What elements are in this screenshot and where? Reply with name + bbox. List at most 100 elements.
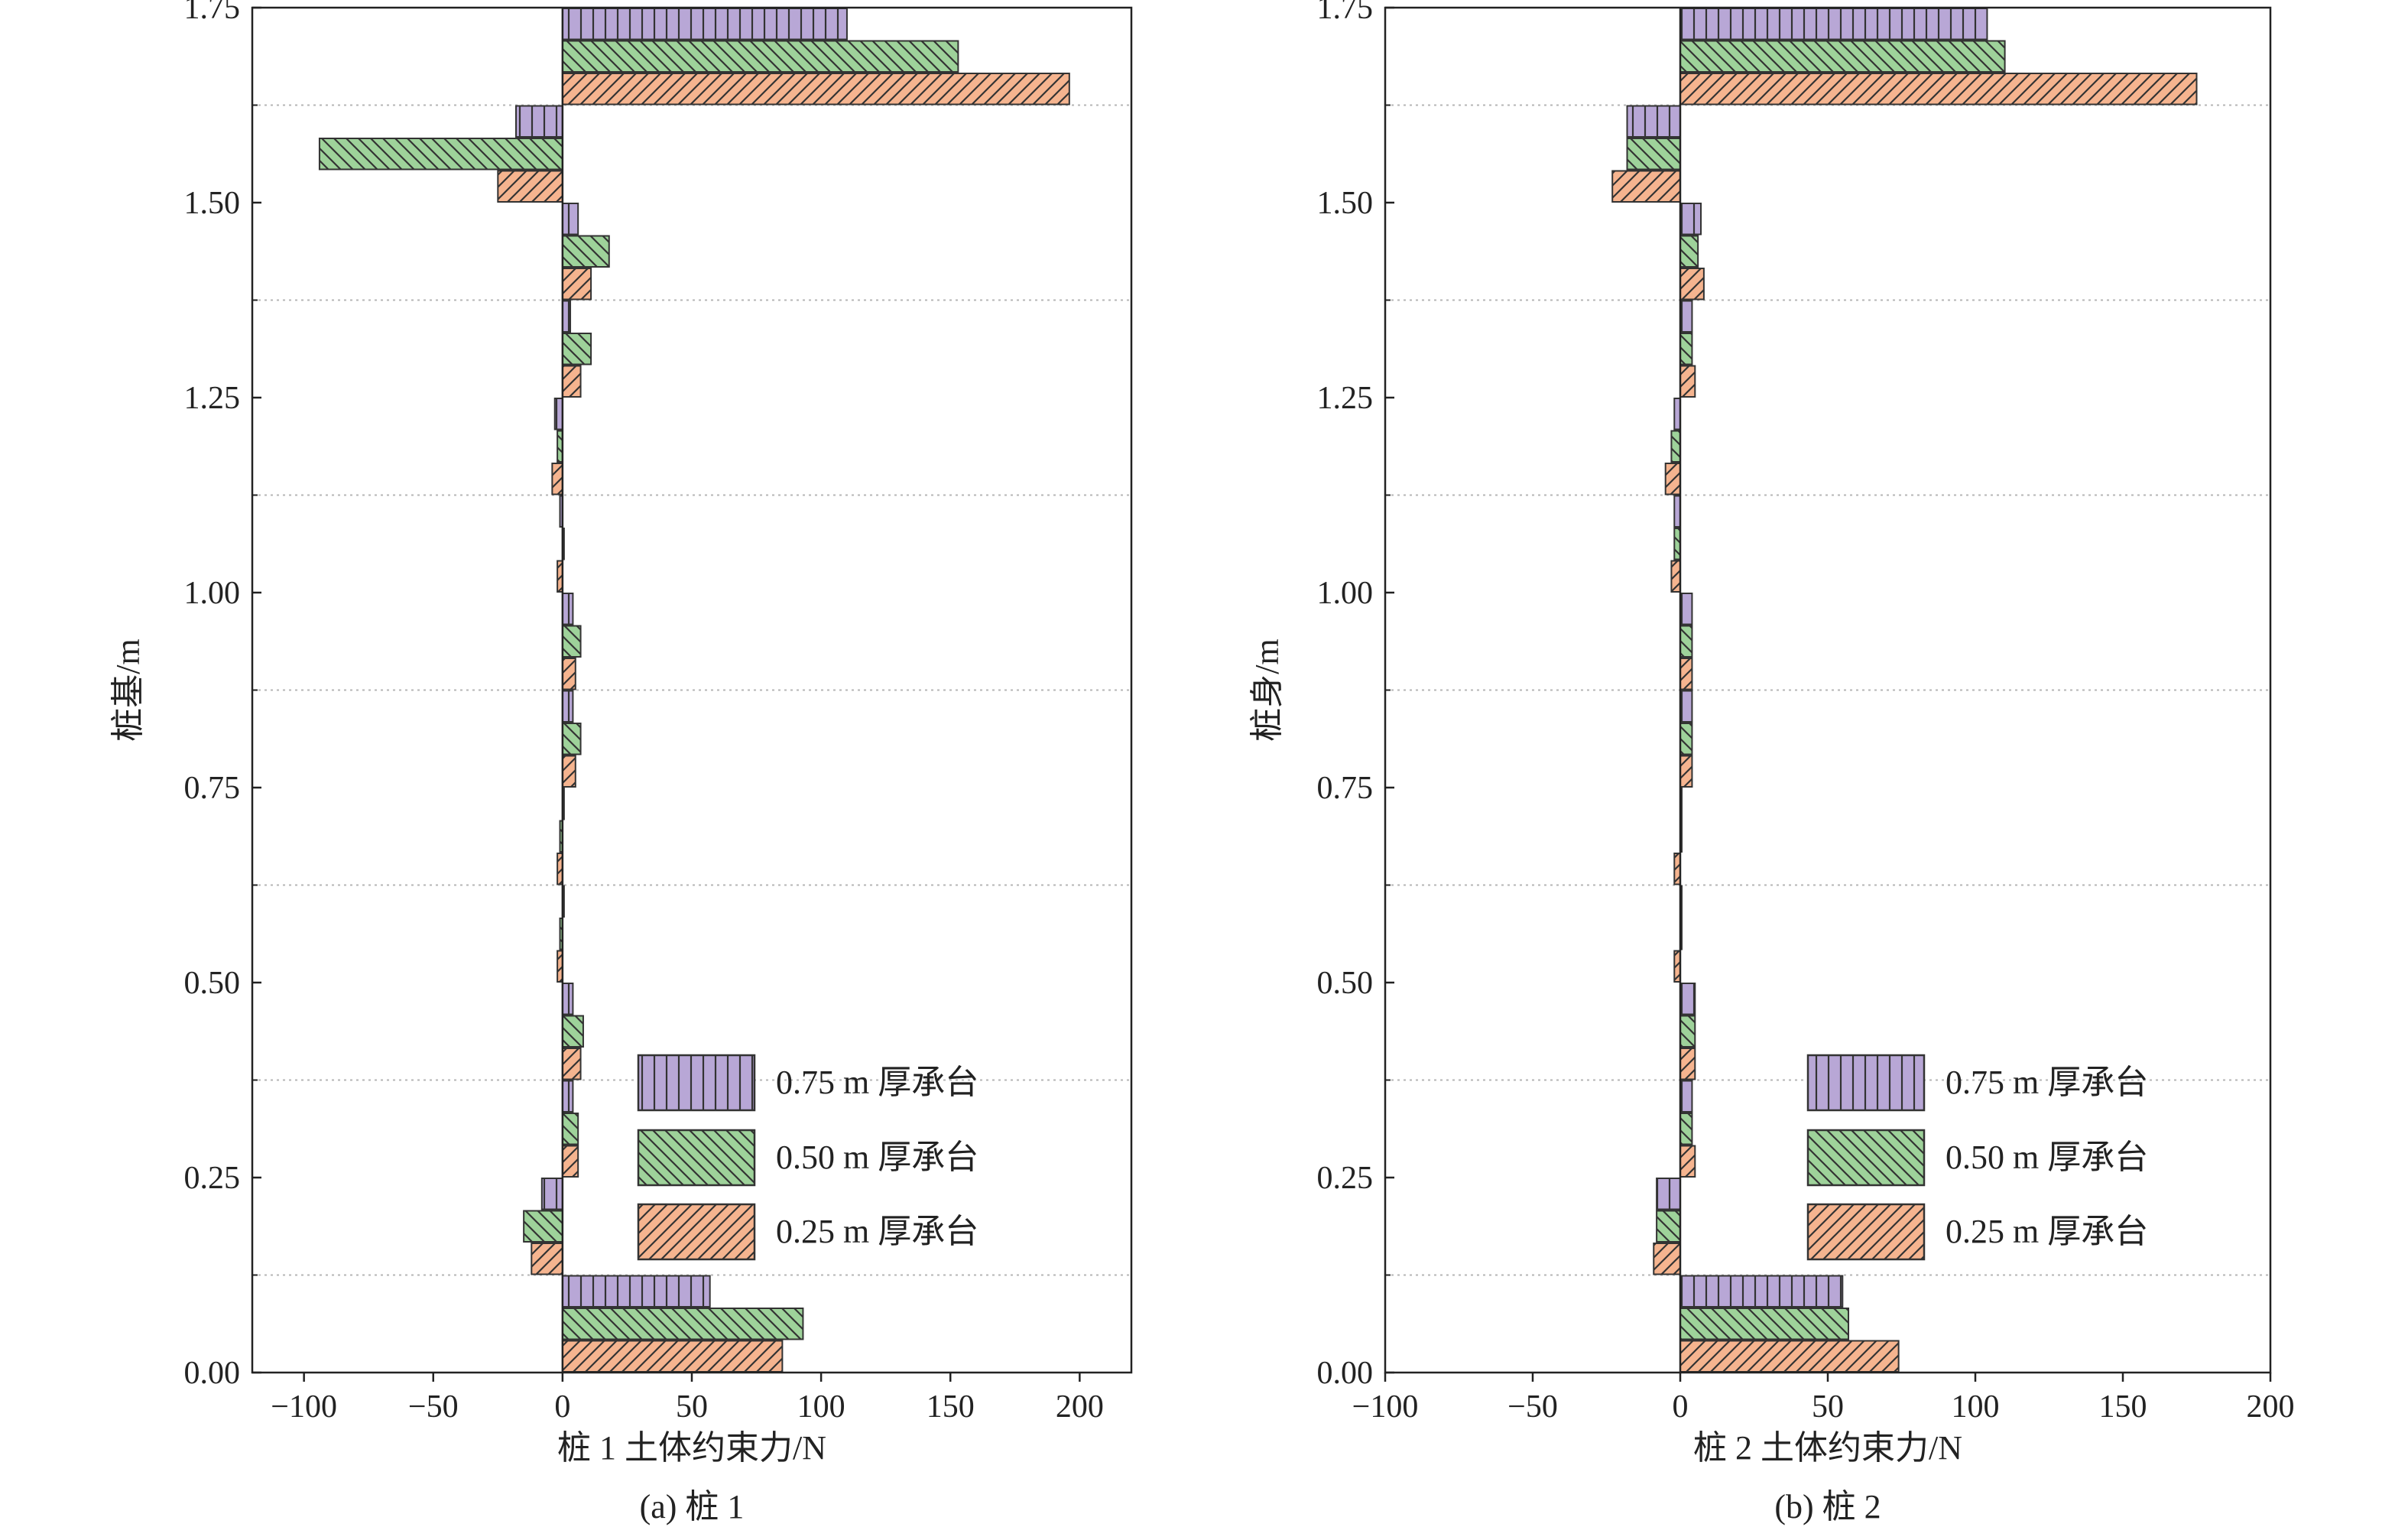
panel-caption: (a) 桩 1	[640, 1488, 745, 1525]
x-tick-label: −100	[1352, 1389, 1419, 1425]
bar-a-0-7	[561, 593, 574, 625]
bar-a-0-3	[561, 983, 574, 1015]
legend-label: 0.50 m 厚承台	[1946, 1139, 2148, 1176]
bar-a-2-2	[561, 1145, 579, 1178]
y-tick-label: 1.75	[184, 0, 241, 26]
bar-a-2-3	[561, 1048, 582, 1080]
bar-b-1-6	[1679, 723, 1693, 755]
bar-a-1-3	[561, 1015, 584, 1048]
bar-b-2-9	[1664, 463, 1681, 495]
bar-a-1-13	[561, 40, 959, 73]
panel-a: 0.00 0.25 0.50 0.75 1.00 1.25 1.50 1.75 −100 −50 0…	[109, 0, 1133, 1525]
legend-label: 0.25 m 厚承台	[1946, 1213, 2148, 1250]
bar-b-2-6	[1679, 755, 1693, 788]
bar-a-1-11	[561, 235, 610, 268]
legend-swatch	[637, 1129, 756, 1187]
legend-swatch	[1806, 1203, 1926, 1261]
bar-b-0-11	[1679, 203, 1702, 236]
legend-swatch	[1806, 1054, 1926, 1112]
legend-label: 0.50 m 厚承台	[776, 1139, 978, 1176]
x-axis-title: 桩 1 土体约束力/N	[557, 1429, 826, 1467]
bar-b-1-1	[1656, 1210, 1682, 1243]
bar-b-2-3	[1679, 1048, 1696, 1080]
x-tick-label: 100	[1952, 1389, 2000, 1425]
x-tick-label: 150	[927, 1389, 975, 1425]
bar-b-1-2	[1679, 1113, 1693, 1145]
bar-b-0-0	[1679, 1275, 1844, 1308]
x-axis-title: 桩 2 土体约束力/N	[1693, 1429, 1962, 1467]
x-tick-label: −100	[271, 1389, 337, 1425]
bar-b-2-12	[1611, 170, 1681, 203]
x-tick-label: 0	[1673, 1389, 1689, 1425]
bar-b-0-3	[1679, 983, 1696, 1015]
y-tick-label: 0.25	[184, 1161, 241, 1196]
y-tick-label: 0.75	[1317, 771, 1374, 806]
bar-a-0-9	[553, 398, 563, 430]
bar-a-2-11	[561, 268, 592, 301]
bar-b-1-13	[1679, 40, 2006, 73]
bar-a-2-12	[497, 170, 563, 203]
x-tick-label: 0	[554, 1389, 570, 1425]
bar-b-0-12	[1626, 105, 1682, 138]
bar-a-1-10	[561, 333, 592, 366]
bar-b-2-0	[1679, 1340, 1900, 1373]
legend-label: 0.75 m 厚承台	[1946, 1064, 2148, 1101]
bar-b-0-13	[1679, 8, 1988, 41]
x-tick-label: 50	[676, 1389, 708, 1425]
bar-a-1-1	[523, 1210, 563, 1243]
panel-b: 0.00 0.25 0.50 0.75 1.00 1.25 1.50 1.75 −100 −50 0…	[1248, 0, 2295, 1525]
bar-a-2-7	[561, 658, 576, 690]
legend-swatch	[637, 1203, 756, 1261]
bar-a-0-1	[540, 1178, 563, 1210]
bar-a-2-0	[561, 1340, 784, 1373]
bar-a-0-6	[561, 690, 574, 723]
bar-b-2-10	[1679, 365, 1696, 398]
bar-a-1-12	[318, 138, 563, 171]
bar-b-2-8	[1670, 560, 1681, 593]
bar-a-0-10	[561, 300, 572, 333]
y-axis-title: 桩基/m	[109, 638, 147, 741]
bar-a-1-7	[561, 625, 582, 658]
y-tick-label: 1.00	[184, 576, 241, 611]
y-tick-label: 1.00	[1317, 576, 1374, 611]
bar-b-2-2	[1679, 1145, 1696, 1178]
panel-caption: (b) 桩 2	[1774, 1488, 1881, 1525]
y-tick-label: 0.00	[184, 1356, 241, 1391]
bar-b-1-12	[1626, 138, 1682, 171]
y-tick-label: 0.75	[184, 771, 241, 806]
legend-label: 0.75 m 厚承台	[776, 1064, 978, 1101]
bar-b-1-11	[1679, 235, 1699, 268]
bar-a-0-13	[561, 8, 848, 41]
y-tick-label: 1.75	[1317, 0, 1374, 26]
x-tick-label: −50	[1507, 1389, 1558, 1425]
bar-b-0-10	[1679, 300, 1693, 333]
legend-label: 0.25 m 厚承台	[776, 1213, 978, 1250]
y-tick-label: 0.00	[1317, 1356, 1374, 1391]
y-tick-label: 1.50	[1317, 186, 1374, 221]
bar-b-1-3	[1679, 1015, 1696, 1048]
bar-b-0-6	[1679, 690, 1693, 723]
x-tick-label: 50	[1812, 1389, 1844, 1425]
y-tick-label: 1.25	[184, 381, 241, 416]
bar-b-2-11	[1679, 268, 1705, 301]
bar-a-0-12	[515, 105, 563, 138]
bar-b-1-10	[1679, 333, 1693, 366]
legend-swatch	[637, 1054, 756, 1112]
y-tick-label: 1.25	[1317, 381, 1374, 416]
x-tick-label: −50	[408, 1389, 459, 1425]
bar-b-0-7	[1679, 593, 1693, 625]
bar-a-2-6	[561, 755, 576, 788]
bar-a-1-2	[561, 1113, 579, 1145]
bar-a-0-0	[561, 1275, 711, 1308]
bar-a-0-11	[561, 203, 579, 236]
y-axis-title: 桩身/m	[1248, 638, 1286, 741]
x-tick-label: 100	[797, 1389, 845, 1425]
x-tick-label: 150	[2099, 1389, 2147, 1425]
x-tick-label: 200	[1056, 1389, 1104, 1425]
bar-a-2-1	[531, 1243, 563, 1275]
y-tick-label: 0.50	[184, 966, 241, 1001]
y-tick-label: 0.50	[1317, 966, 1374, 1001]
legend-swatch	[1806, 1129, 1926, 1187]
bar-b-1-7	[1679, 625, 1693, 658]
